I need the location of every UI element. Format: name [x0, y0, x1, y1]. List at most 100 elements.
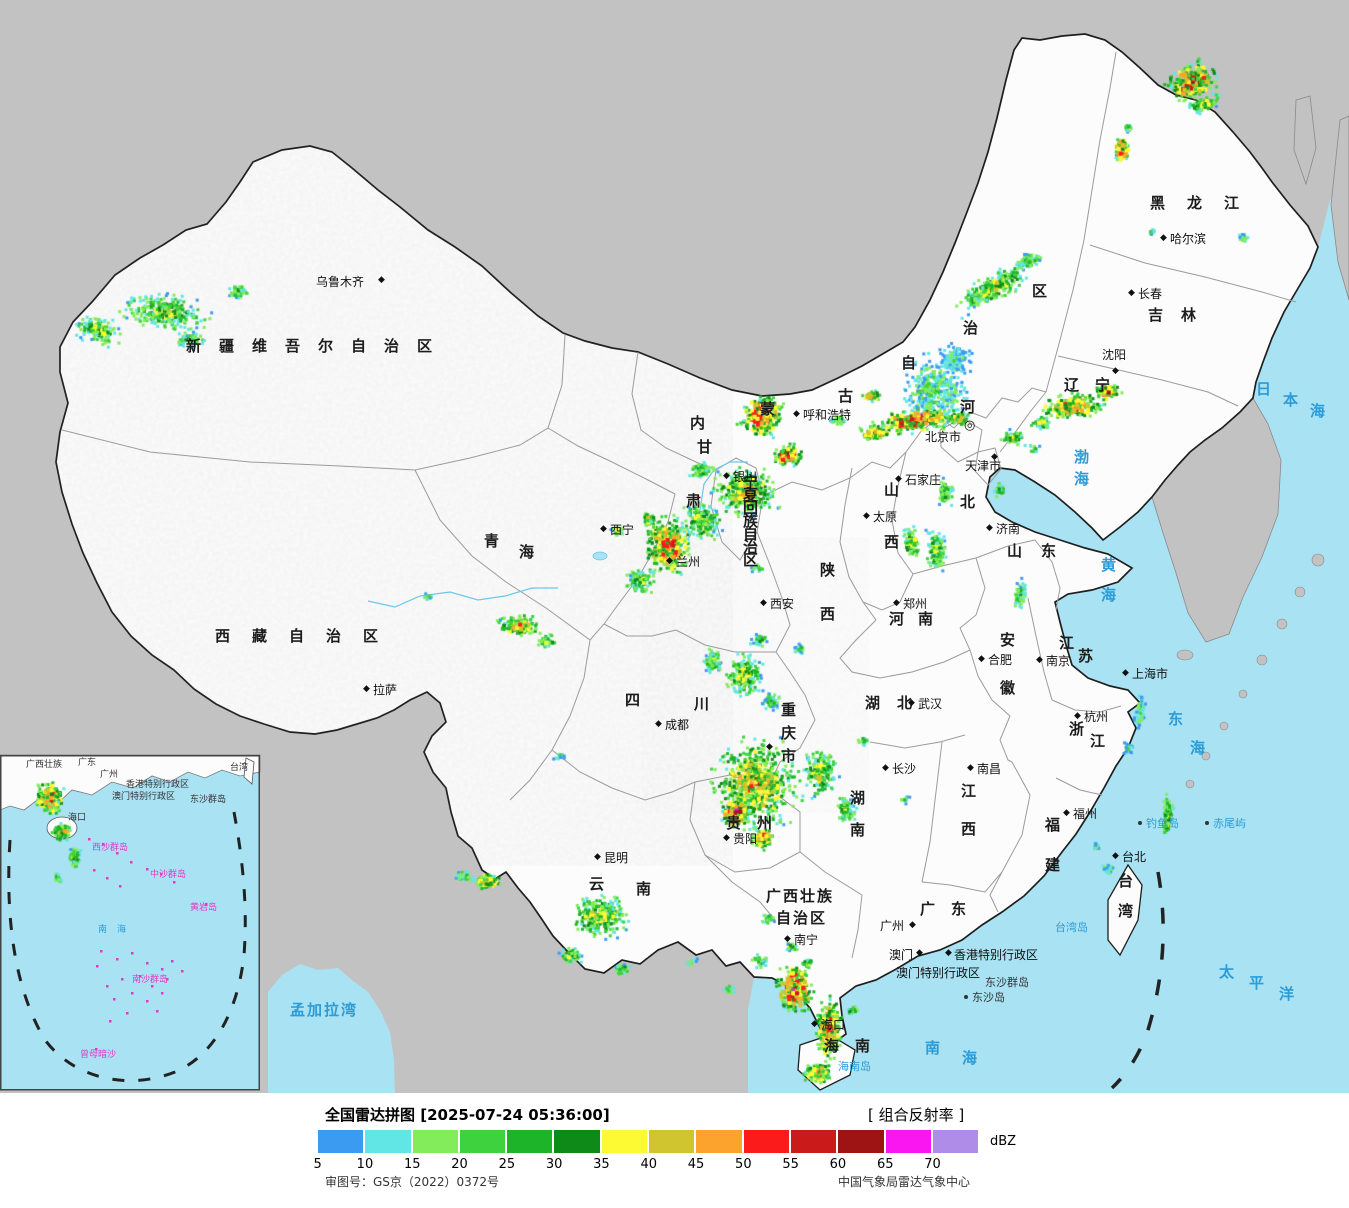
province-label: 江: [1059, 634, 1074, 652]
city-label: 天津市: [965, 458, 1001, 473]
inset-archipelago-dot: [130, 861, 133, 864]
colorbar-cell-45: [696, 1130, 742, 1153]
inset-label: 香港特别行政区: [126, 778, 189, 790]
city-label: 沈阳: [1102, 347, 1126, 362]
inset-label: 广东: [78, 756, 96, 768]
city-marker: ◆: [1112, 851, 1119, 861]
city-label: 乌鲁木齐: [316, 274, 364, 289]
island-label: 东沙群岛: [985, 975, 1029, 989]
inset-archipelago-dot: [95, 1048, 98, 1051]
colorbar-value-label: 60: [829, 1157, 847, 1172]
province-label: 安徽: [999, 631, 1016, 697]
city-marker: ◆: [363, 684, 370, 694]
city-label: 太原: [873, 509, 897, 524]
city-label: 澳门: [889, 947, 913, 962]
colorbar-value-label: 55: [782, 1157, 799, 1172]
sea-label: 海: [1310, 402, 1325, 420]
city-marker: ◆: [978, 654, 985, 664]
inset-label: 澳门特别行政区: [112, 790, 175, 802]
city-marker: ◆: [760, 598, 767, 608]
colorbar-cell-40: [649, 1130, 695, 1153]
city-marker: ◆: [1036, 655, 1043, 665]
agency-credit: 中国气象局雷达气象中心: [838, 1175, 971, 1189]
city-marker: ◆: [893, 598, 900, 608]
city-label: 西宁: [610, 522, 634, 537]
island-label: 钓鱼岛: [1146, 816, 1179, 830]
city-label: 香港特别行政区: [954, 947, 1038, 962]
province-label: 河南: [889, 610, 947, 628]
city-label: 银川: [733, 470, 757, 484]
city-marker: ◆: [1160, 233, 1167, 243]
province-label: 新疆维吾尔自治区: [186, 337, 450, 355]
city-label: 南京: [1046, 653, 1070, 668]
city-label: 福州: [1073, 806, 1097, 821]
inset-archipelago-dot: [151, 985, 154, 988]
sea-label: 东: [1168, 710, 1183, 728]
colorbar-value-label: 45: [687, 1157, 705, 1172]
province-label: 吉林: [1148, 306, 1214, 324]
city-marker: ◆: [895, 474, 902, 484]
colorbar-cell-15: [412, 1130, 458, 1153]
inset-archipelago-dot: [116, 958, 119, 961]
city-marker: ◆: [666, 556, 673, 566]
sea-label: 平: [1249, 974, 1264, 992]
radar-echo-layer: [0, 0, 1349, 1093]
province-label: 自: [901, 354, 916, 372]
province-label: 甘: [697, 438, 712, 456]
city-marker: ◆: [916, 948, 923, 958]
province-label: 苏: [1078, 647, 1093, 665]
inset-label: 黄岩岛: [190, 901, 217, 913]
province-label: 蒙: [760, 400, 775, 418]
province-label: 陕西: [820, 561, 835, 623]
city-label: 兰州: [676, 555, 700, 569]
inset-archipelago-dot: [131, 952, 134, 955]
city-label: 石家庄: [905, 472, 941, 487]
province-label: 广西壮族: [766, 887, 834, 905]
province-label: 自治区: [776, 909, 827, 927]
inset-archipelago-dot: [160, 873, 163, 876]
island-dot-marker: [964, 995, 968, 999]
city-marker: ◆: [655, 719, 662, 729]
city-marker: ◆: [945, 948, 952, 958]
inset-label: 广州: [100, 768, 118, 780]
colorbar-value-label: 40: [640, 1157, 657, 1172]
city-label: 济南: [996, 521, 1020, 536]
province-label: 福建: [1044, 816, 1061, 874]
city-marker: ◆: [793, 409, 800, 419]
inset-archipelago-dot: [146, 1000, 149, 1003]
colorbar-cell-65: [885, 1130, 931, 1153]
province-label: 湖南: [850, 789, 865, 839]
city-label: 海口: [821, 1017, 845, 1032]
province-label: 治: [963, 319, 978, 337]
city-label: 西安: [770, 596, 794, 611]
city-marker: ◆: [1128, 288, 1135, 298]
province-label: 四: [625, 691, 640, 709]
colorbar-cell-50: [743, 1130, 789, 1153]
city-marker: ◆: [811, 1019, 818, 1029]
sea-label: 黄海: [1101, 556, 1116, 604]
inset-archipelago-dot: [171, 960, 174, 963]
province-label: 古: [838, 387, 853, 405]
city-label: 武汉: [918, 697, 942, 711]
inset-label: 广西壮族: [26, 758, 62, 770]
inset-archipelago-dot: [156, 1010, 159, 1013]
island-dot-marker: [1138, 821, 1142, 825]
province-label: 湖北: [865, 694, 929, 712]
city-label: 长沙: [892, 762, 916, 776]
inset-label: 曾母暗沙: [80, 1048, 116, 1060]
colorbar-value-label: 30: [545, 1157, 563, 1172]
inset-archipelago-dot: [161, 992, 164, 995]
inset-archipelago-dot: [109, 1020, 112, 1023]
city-label: 成都: [665, 718, 689, 732]
city-marker: ◆: [909, 920, 916, 930]
province-label: 重庆市: [781, 701, 796, 765]
city-label: 北京市: [925, 429, 961, 444]
colorbar-cell-60: [838, 1130, 884, 1153]
province-label: 浙: [1069, 720, 1084, 738]
colorbar-value-label: 20: [451, 1157, 468, 1172]
city-marker: ◆: [1122, 668, 1129, 678]
inset-label: 海口: [68, 811, 86, 823]
province-label: 黑龙江: [1150, 194, 1261, 212]
colorbar-cell-35: [601, 1130, 648, 1153]
inset-archipelago-dot: [131, 992, 134, 995]
